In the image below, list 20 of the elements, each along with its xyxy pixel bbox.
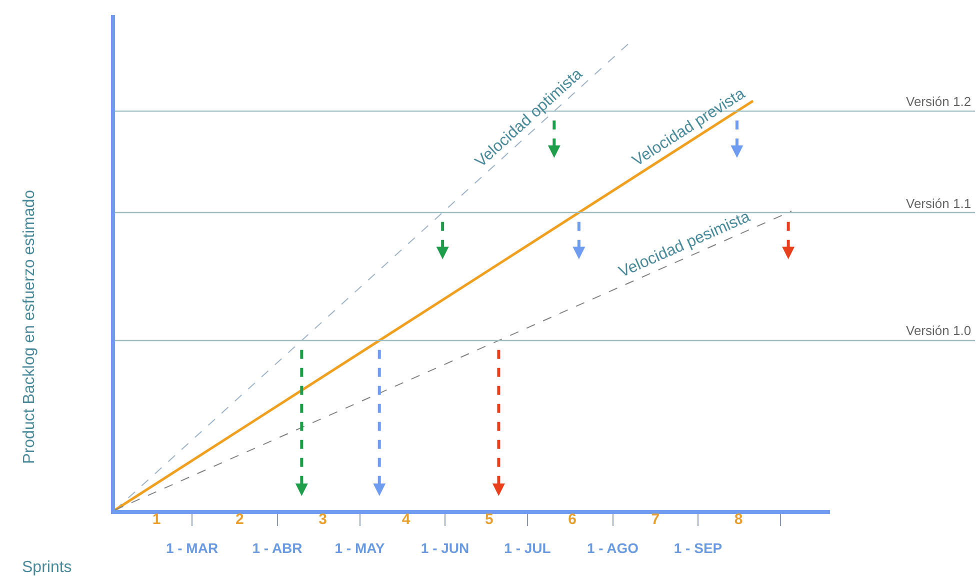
x-tick-label: 1 - JUN xyxy=(420,540,470,556)
x2-tick-label: 5 xyxy=(484,511,494,528)
x-tick-label: 1 - AGO xyxy=(586,540,639,556)
x2-tick-label: 2 xyxy=(236,511,244,528)
x2-tick-label: 1 xyxy=(152,511,161,528)
y-axis-title: Product Backlog en esfuerzo estimado xyxy=(21,190,38,464)
x2-tick-label: 6 xyxy=(568,511,576,528)
ref-line-label: Versión 1.1 xyxy=(906,196,972,211)
x2-tick-label: 7 xyxy=(651,511,660,528)
ref-line-label: Versión 1.0 xyxy=(906,323,972,338)
ref-line-label: Versión 1.2 xyxy=(906,94,972,109)
x-tick-label: 1 - MAR xyxy=(166,540,218,556)
x-tick-label: 1 - JUL xyxy=(504,540,552,556)
x-axis-title: Sprints xyxy=(22,559,72,576)
x-tick-label: 1 - ABR xyxy=(252,540,302,556)
x2-tick-label: 8 xyxy=(734,511,743,528)
x2-tick-label: 3 xyxy=(318,511,328,528)
x-tick-label: 1 - MAY xyxy=(334,540,386,556)
x2-tick-label: 4 xyxy=(402,511,411,528)
x-tick-label: 1 - SEP xyxy=(674,540,722,556)
